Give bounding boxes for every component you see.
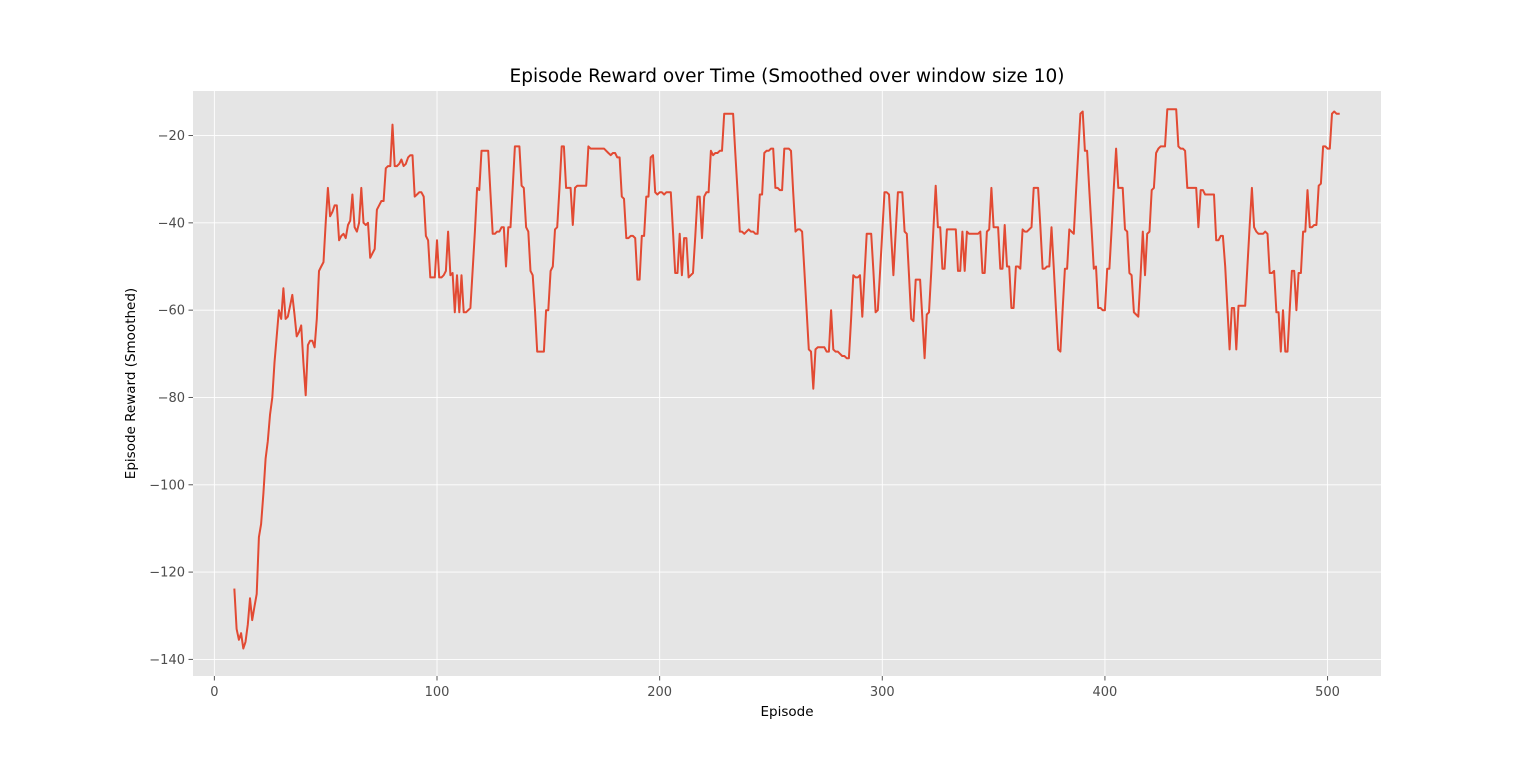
y-tick-label: −40 <box>158 216 185 231</box>
x-tick-label: 400 <box>1093 685 1118 700</box>
x-tick-label: 200 <box>647 685 672 700</box>
x-tick-label: 0 <box>210 685 218 700</box>
y-tick-label: −20 <box>158 129 185 144</box>
y-tick-label: −80 <box>158 391 185 406</box>
y-tick-label: −60 <box>158 304 185 319</box>
x-tick-label: 100 <box>425 685 450 700</box>
x-tick-label: 300 <box>870 685 895 700</box>
x-axis-label: Episode <box>760 704 813 720</box>
y-axis-label: Episode Reward (Smoothed) <box>123 288 139 479</box>
y-tick-label: −140 <box>149 653 185 668</box>
y-tick-label: −100 <box>149 478 185 493</box>
series-line <box>233 108 1340 650</box>
plot-area-background <box>193 91 1381 676</box>
y-tick-label: −120 <box>149 566 185 581</box>
series-lines <box>233 108 1340 650</box>
x-tick-label: 500 <box>1315 685 1340 700</box>
grid-lines <box>193 91 1381 676</box>
axis-ticks: 0 100 200 300 400 500 −140 −120 −100 −80 −60 −40 −20 <box>149 129 1340 700</box>
chart-title: Episode Reward over Time (Smoothed over … <box>510 66 1065 87</box>
